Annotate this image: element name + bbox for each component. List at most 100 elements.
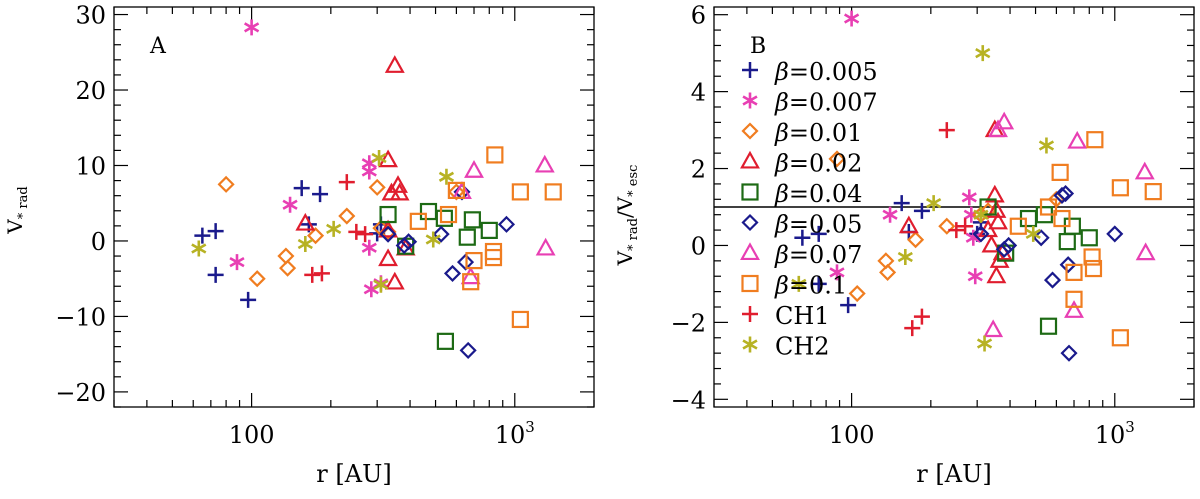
panel-b-ytick-label: −4 <box>671 386 706 414</box>
panel-b-point-beta-0-1 <box>1051 163 1069 181</box>
panel-a-point-beta-0-1 <box>486 146 504 164</box>
panel-b-point-beta-0-01 <box>828 150 846 168</box>
panel-a-point-beta-0-02 <box>388 175 408 193</box>
legend-label-ch1: CH1 <box>775 302 830 330</box>
panel-b-xtick-label: 103 <box>1095 418 1135 449</box>
legend-label-value: =0.07 <box>789 241 863 269</box>
panel-a-point-beta-0-005 <box>207 223 224 240</box>
panel-a-point-beta-0-05 <box>443 264 462 282</box>
panel-b-point-ch1 <box>938 122 955 139</box>
legend-label-beta: β <box>774 58 789 86</box>
legend-label-ch2: CH2 <box>775 333 830 361</box>
panel-b-point-beta-0-04 <box>1058 233 1076 251</box>
panel-a-point-beta-0-01 <box>217 175 235 193</box>
panel-b-point-beta-0-007 <box>963 206 979 223</box>
panel-b-point-ch2 <box>1025 225 1041 242</box>
panel-a-point-beta-0-007 <box>363 281 379 298</box>
legend-label-beta: β <box>774 241 789 269</box>
panel-b-point-beta-0-1 <box>1039 198 1058 216</box>
legend-marker-beta-0-04 <box>741 183 759 201</box>
panel-a-point-beta-0-05 <box>379 225 397 243</box>
legend-label-value: =0.1 <box>789 272 847 300</box>
panel-b-ylabel-sub: * rad <box>626 218 641 251</box>
panel-b-point-beta-0-05 <box>1059 256 1077 274</box>
panel-b-point-beta-0-1 <box>1083 248 1101 266</box>
panel-b-point-beta-0-02 <box>898 215 919 234</box>
panel-a-series-beta-0-02 <box>295 55 416 290</box>
panel-a-point-beta-0-04 <box>480 221 498 239</box>
legend-label-value: =0.005 <box>789 58 878 86</box>
panel-b-ytick-label: −2 <box>671 309 706 337</box>
panel-a-point-ch1 <box>304 266 321 283</box>
panel-b-point-beta-0-05 <box>1000 236 1018 255</box>
panel-b-label: B <box>750 34 766 59</box>
legend-label-beta-0-01: β=0.01 <box>774 119 862 147</box>
panel-a-point-beta-0-07 <box>460 266 481 285</box>
panel-a-point-beta-0-07 <box>534 154 555 173</box>
legend-label-beta-0-02: β=0.02 <box>774 150 862 178</box>
panel-a-label: A <box>149 34 167 59</box>
panel-b-point-beta-0-05 <box>1060 344 1078 362</box>
panel-b-point-ch1 <box>948 222 965 239</box>
panel-b-point-beta-0-1 <box>1111 179 1129 197</box>
panel-a-point-beta-0-01 <box>307 227 325 245</box>
panel-b-ytick-label: 2 <box>691 156 706 184</box>
legend-label-beta-0-1: β=0.1 <box>774 272 847 300</box>
panel-b-xtick-label-base: 100 <box>829 421 875 449</box>
panel-b-point-beta-0-1 <box>1084 259 1103 278</box>
panel-a-ytick-label: 0 <box>91 228 106 256</box>
panel-b-point-beta-0-02 <box>981 234 1002 253</box>
panel-b-point-beta-0-05 <box>1053 186 1071 205</box>
panel-b-point-beta-0-005 <box>893 195 910 212</box>
panel-b-point-beta-0-04 <box>997 244 1015 262</box>
panel-a-point-ch1 <box>338 174 355 191</box>
panel-a-point-beta-0-005 <box>312 186 329 203</box>
legend-label-value: =0.04 <box>789 180 863 208</box>
legend-marker-beta-0-02 <box>740 150 760 169</box>
panel-b-series-beta-0-02 <box>898 119 1013 284</box>
legend-marker-beta-0-007 <box>742 92 758 109</box>
panel-a-point-beta-0-05 <box>497 215 516 233</box>
legend-label-beta: β <box>774 180 789 208</box>
panel-b-ylabel-div: /V <box>613 196 637 218</box>
panel-a-point-ch2 <box>425 231 441 248</box>
panel-b-ytick-label: 6 <box>691 2 706 30</box>
panel-a-point-beta-0-07 <box>535 237 556 256</box>
panel-a-point-beta-0-04 <box>436 332 455 350</box>
panel-b-point-beta-0-01 <box>907 231 925 249</box>
panel-a-point-beta-0-04 <box>419 202 438 221</box>
panel-a-point-beta-0-1 <box>447 181 465 199</box>
panel-b-point-beta-0-005 <box>810 225 827 242</box>
panel-b-point-beta-0-05 <box>1056 184 1075 203</box>
legend-label-value: =0.007 <box>789 89 878 117</box>
panel-b-point-beta-0-005 <box>840 297 857 314</box>
panel-a-point-beta-0-1 <box>511 183 529 201</box>
panel-b-point-beta-0-07 <box>983 319 1004 338</box>
panel-a-point-beta-0-02 <box>384 55 405 73</box>
panel-a-point-beta-0-005 <box>240 291 257 308</box>
panel-b-point-beta-0-007 <box>965 229 981 246</box>
panel-b-point-beta-0-007 <box>961 189 977 206</box>
panel-b-point-beta-0-007 <box>829 264 845 281</box>
panel-b-series-ch2 <box>791 45 1055 352</box>
panel-a-point-beta-0-007 <box>243 19 260 36</box>
panel-a-xtick-label: 100 <box>229 421 275 449</box>
panel-a-point-beta-0-005 <box>194 227 211 244</box>
legend-label-beta-0-07: β=0.07 <box>774 241 862 269</box>
panel-b-point-beta-0-005 <box>810 275 827 292</box>
panel-b-point-beta-0-1 <box>1053 209 1071 228</box>
panel-b-point-beta-0-02 <box>986 265 1007 284</box>
panel-a-point-beta-0-05 <box>459 341 477 359</box>
panel-a-point-beta-0-04 <box>463 211 481 229</box>
panel-a-point-beta-0-005 <box>293 180 310 197</box>
panel-b-point-beta-0-04 <box>1080 229 1098 247</box>
panel-a-point-beta-0-007 <box>361 239 377 256</box>
legend-label-beta: β <box>774 150 789 178</box>
panel-b-point-ch2 <box>975 45 991 62</box>
panel-a-point-ch2 <box>438 168 455 185</box>
legend-marker-beta-0-05 <box>741 213 759 232</box>
panel-a-point-beta-0-05 <box>400 233 418 251</box>
legend-label-beta-0-05: β=0.05 <box>774 211 862 239</box>
panel-b-point-beta-0-1 <box>1111 329 1129 347</box>
